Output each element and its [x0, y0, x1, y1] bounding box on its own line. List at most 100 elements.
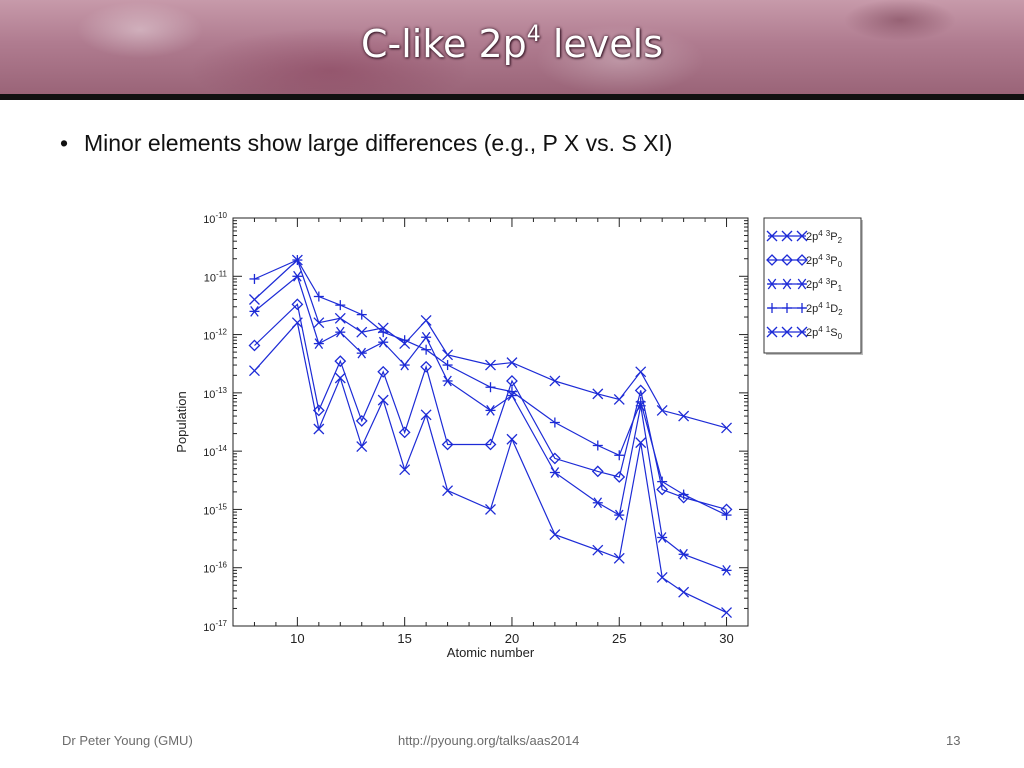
series-line-4	[254, 321, 727, 614]
series-line-1	[254, 303, 727, 510]
x-tick-label: 30	[719, 631, 733, 646]
title-superscript: 4	[526, 22, 541, 47]
x-tick-label: 15	[397, 631, 411, 646]
y-tick-label: 10-15	[203, 502, 227, 517]
series-line-2	[254, 275, 727, 571]
data-point-diamond	[656, 483, 669, 496]
data-point-plus	[506, 386, 517, 397]
footer-author: Dr Peter Young (GMU)	[62, 733, 193, 748]
data-point-plus	[592, 440, 603, 451]
footer-page-number: 13	[946, 733, 961, 748]
data-point-asterisk	[335, 326, 346, 338]
data-point-asterisk	[399, 359, 410, 371]
data-point-x	[766, 326, 778, 338]
data-point-plus	[335, 300, 346, 311]
x-tick-label: 25	[612, 631, 626, 646]
data-point-x	[635, 366, 647, 378]
data-point-asterisk	[721, 564, 732, 576]
y-axis-title: Population	[174, 391, 189, 452]
data-point-x	[549, 529, 561, 541]
x-tick-label: 10	[290, 631, 304, 646]
data-point-x	[613, 394, 625, 405]
data-point-diamond	[766, 254, 778, 266]
data-point-x	[442, 485, 454, 497]
legend-box	[763, 217, 862, 354]
data-point-x	[356, 326, 368, 338]
data-point-plus	[782, 303, 792, 313]
bullet-text: Minor elements show large differences (e…	[84, 130, 673, 156]
data-point-x	[592, 544, 604, 556]
data-point-plus	[767, 303, 777, 313]
data-point-diamond	[312, 404, 325, 417]
data-point-diamond	[420, 360, 433, 373]
data-point-asterisk	[592, 497, 603, 509]
data-point-plus	[678, 489, 689, 500]
data-point-x	[796, 326, 808, 338]
data-point-x	[592, 388, 604, 400]
x-tick-label: 20	[505, 631, 519, 646]
data-point-diamond	[355, 415, 368, 427]
footer-url: http://pyoung.org/talks/aas2014	[398, 733, 580, 748]
y-tick-label: 10-13	[203, 386, 227, 401]
series-line-3	[254, 259, 727, 516]
data-point-asterisk	[767, 278, 777, 290]
data-point-diamond	[548, 452, 561, 465]
data-point-asterisk	[549, 467, 560, 478]
data-point-x	[377, 394, 389, 406]
data-point-asterisk	[485, 405, 496, 416]
data-point-x	[334, 312, 346, 324]
y-tick-label: 10-17	[203, 619, 227, 634]
data-point-asterisk	[292, 270, 303, 282]
data-point-plus	[249, 273, 260, 284]
data-point-diamond	[441, 438, 454, 451]
data-point-x	[313, 423, 325, 435]
data-point-plus	[549, 417, 560, 428]
data-point-diamond	[334, 355, 347, 368]
bullet-dot-icon: •	[60, 130, 69, 156]
data-point-plus	[721, 510, 732, 521]
data-point-diamond	[398, 426, 411, 439]
data-point-diamond	[591, 465, 604, 478]
data-point-x	[420, 409, 432, 421]
data-point-x	[549, 375, 561, 387]
legend-label: 2p4 3P1	[806, 277, 843, 293]
title-banner	[0, 0, 1024, 94]
y-tick-label: 10-12	[203, 328, 227, 343]
data-point-asterisk	[442, 375, 453, 387]
x-axis-title: Atomic number	[447, 645, 535, 660]
legend-label: 2p4 3P0	[806, 253, 843, 269]
data-point-x	[766, 230, 778, 242]
data-point-x	[796, 230, 808, 242]
data-point-x	[656, 572, 668, 583]
data-point-asterisk	[782, 278, 792, 290]
data-point-diamond	[634, 384, 647, 397]
data-point-x	[485, 359, 496, 371]
data-point-plus	[485, 382, 496, 393]
title-main: C-like 2p	[360, 22, 527, 66]
banner-divider	[0, 94, 1024, 100]
data-point-plus	[635, 396, 646, 407]
data-point-x	[291, 317, 303, 329]
data-point-diamond	[248, 339, 261, 352]
data-point-diamond	[484, 438, 497, 451]
data-point-x	[678, 410, 690, 422]
data-point-asterisk	[356, 347, 367, 359]
data-point-asterisk	[678, 548, 689, 560]
data-point-x	[442, 349, 454, 361]
data-point-x	[635, 437, 647, 449]
data-point-x	[334, 372, 346, 384]
data-point-plus	[614, 450, 625, 461]
data-point-x	[506, 433, 518, 445]
data-point-plus	[421, 344, 432, 355]
data-point-diamond	[506, 375, 518, 387]
data-point-asterisk	[657, 532, 668, 543]
data-point-diamond	[377, 365, 390, 378]
plot-frame	[232, 217, 749, 627]
slide-title: C-like 2p4 levels	[0, 22, 1024, 66]
data-point-x	[678, 586, 690, 598]
data-point-plus	[292, 255, 303, 266]
data-point-x	[721, 422, 733, 434]
data-point-plus	[356, 309, 367, 320]
series-line-0	[254, 258, 727, 429]
